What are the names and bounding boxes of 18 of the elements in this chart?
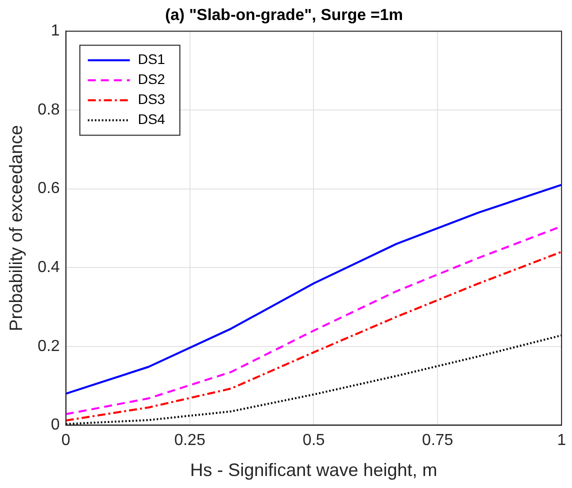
y-tick-label: 1 bbox=[50, 22, 60, 40]
legend-label: DS1 bbox=[138, 51, 166, 68]
y-tick-label: 0 bbox=[50, 416, 60, 434]
legend-label: DS4 bbox=[138, 111, 166, 128]
x-tick-label: 0.75 bbox=[422, 432, 454, 450]
x-tick-label: 0.5 bbox=[302, 432, 325, 450]
y-tick-label: 0.4 bbox=[38, 259, 60, 276]
chart-title: (a) "Slab-on-grade", Surge =1m bbox=[165, 7, 403, 24]
line-series bbox=[66, 250, 562, 422]
legend-label: DS2 bbox=[138, 71, 166, 88]
x-tick-label: 0.25 bbox=[174, 432, 206, 450]
y-tick-label: 0.8 bbox=[38, 101, 60, 118]
y-tick-label: 0.2 bbox=[38, 338, 60, 355]
x-tick-label: 1 bbox=[557, 432, 566, 450]
x-axis-title: Hs - Significant wave height, m bbox=[190, 460, 438, 480]
y-axis-title: Probability of exceedance bbox=[6, 125, 26, 332]
legend-label: DS3 bbox=[138, 91, 166, 108]
y-tick-label: 0.6 bbox=[38, 180, 60, 198]
